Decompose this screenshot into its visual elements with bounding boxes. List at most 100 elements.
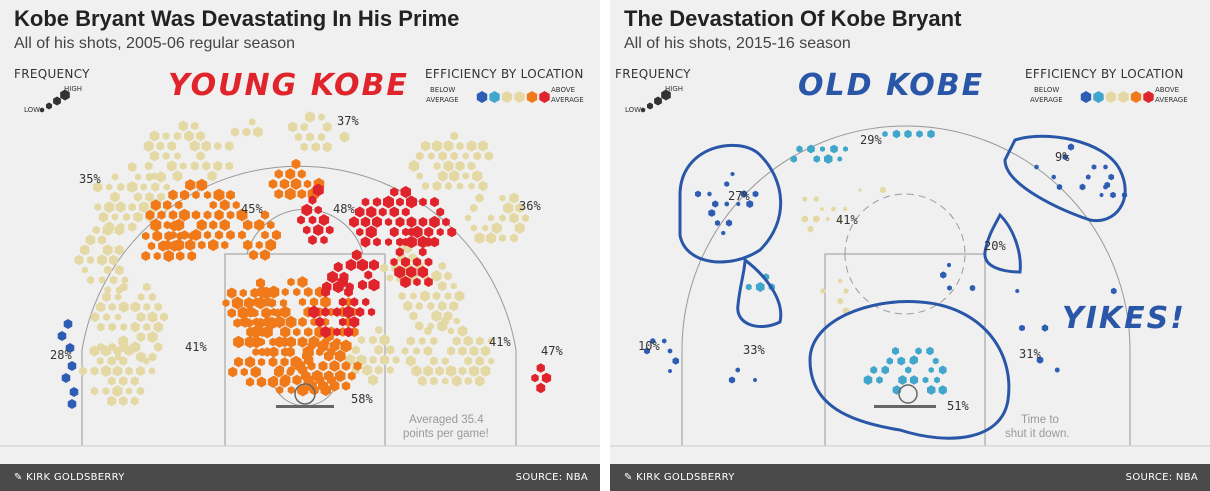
shot-hex [432,181,442,191]
shot-hex [112,365,123,377]
zone-pct-label: 35% [79,172,101,186]
shot-hex [468,182,475,190]
shot-hex [668,368,672,374]
shot-hex [430,336,438,346]
shot-hex [322,281,332,293]
shot-hex [364,270,373,280]
shot-hex [169,240,180,252]
shot-hex [468,365,480,377]
zone-pct-label: 20% [984,239,1006,253]
zone-pct-label: 47% [541,344,563,358]
shot-hex [94,203,102,211]
shot-hex [275,365,285,375]
shot-hex [179,189,190,201]
shot-hex [140,183,148,191]
shot-hex [102,292,111,303]
shot-hex [437,301,447,311]
shot-hex [390,257,398,267]
shot-hex [320,326,331,338]
shot-hex [227,308,236,318]
shot-hex [362,364,373,376]
shot-hex [143,357,150,365]
shot-hex [444,271,452,281]
shot-hex [396,197,404,207]
shot-hex [454,290,465,302]
legend-above: AVERAGE [551,96,584,104]
shot-hex [466,140,477,152]
shot-hex [207,170,217,182]
shot-hex [266,316,278,330]
shot-hex [482,224,489,232]
shot-hex [303,354,314,366]
shot-hex [355,206,365,218]
shot-hex [443,160,454,172]
shot-hex [661,89,671,101]
shot-hex [244,335,256,349]
shot-hex [327,270,338,284]
shot-hex [456,141,464,151]
shot-hex [484,151,493,161]
shot-hex [208,239,219,252]
shot-hex [287,365,295,375]
shot-hex [728,376,736,384]
shot-hex [196,219,207,231]
shot-hex [172,170,183,182]
shot-hex [294,132,303,142]
note-line: Time to [1021,414,1059,426]
shot-hex [244,356,256,368]
legend-high: HIGH [665,85,683,93]
shot-hex [112,385,123,397]
chart-panel-2015-16: The Devastation Of Kobe Bryant All of hi… [610,0,1210,491]
shot-hex [108,254,119,266]
shot-hex [480,345,491,357]
shot-hex [1056,183,1063,191]
shot-hex [213,160,223,172]
shot-hex [290,178,302,190]
shot-hex [375,325,383,335]
shot-hex [254,219,265,231]
shot-hex [416,172,423,180]
shot-hex [293,287,301,297]
shot-hex [437,280,447,292]
shot-hex [308,305,320,319]
shot-hex [257,357,266,367]
shot-hex [176,231,184,241]
shot-hex [196,130,205,142]
shot-hex [203,210,212,220]
shot-hex [1143,91,1154,103]
shot-hex [474,232,485,244]
shot-hex [424,277,433,287]
shot-hex [287,277,295,287]
shot-hex [166,160,177,172]
shot-hex [478,140,488,152]
shot-hex [445,365,457,377]
shot-hex [308,215,317,225]
zone-pct-label: 37% [337,114,359,128]
zone-pct-label: 29% [860,133,882,147]
shot-hex [109,275,118,285]
shot-hex [408,160,420,172]
shot-hex [463,335,473,347]
free-throw-circle [844,193,966,255]
backboard [874,405,936,408]
shot-hex [145,192,154,202]
shot-hex [313,224,324,236]
shot-hex [133,192,143,202]
shot-hex [672,357,679,365]
shot-hex [274,189,284,199]
shot-hex [447,327,455,335]
shot-hex [369,259,379,271]
overlay [276,383,334,408]
shot-hex [1108,173,1115,181]
shot-chart-young: 37% 35% 36% 45% 48% 28% 41% 41% 47% 58% … [0,67,600,447]
shot-hex [443,140,454,152]
shot-hex [456,182,464,190]
shot-hex [133,211,143,223]
shot-hex [311,142,320,152]
shot-hex [255,240,263,250]
shot-hex [431,270,442,282]
shot-hex [424,326,432,336]
shot-hex [142,282,151,292]
shot-hex [151,182,160,192]
shot-hex [515,202,525,214]
